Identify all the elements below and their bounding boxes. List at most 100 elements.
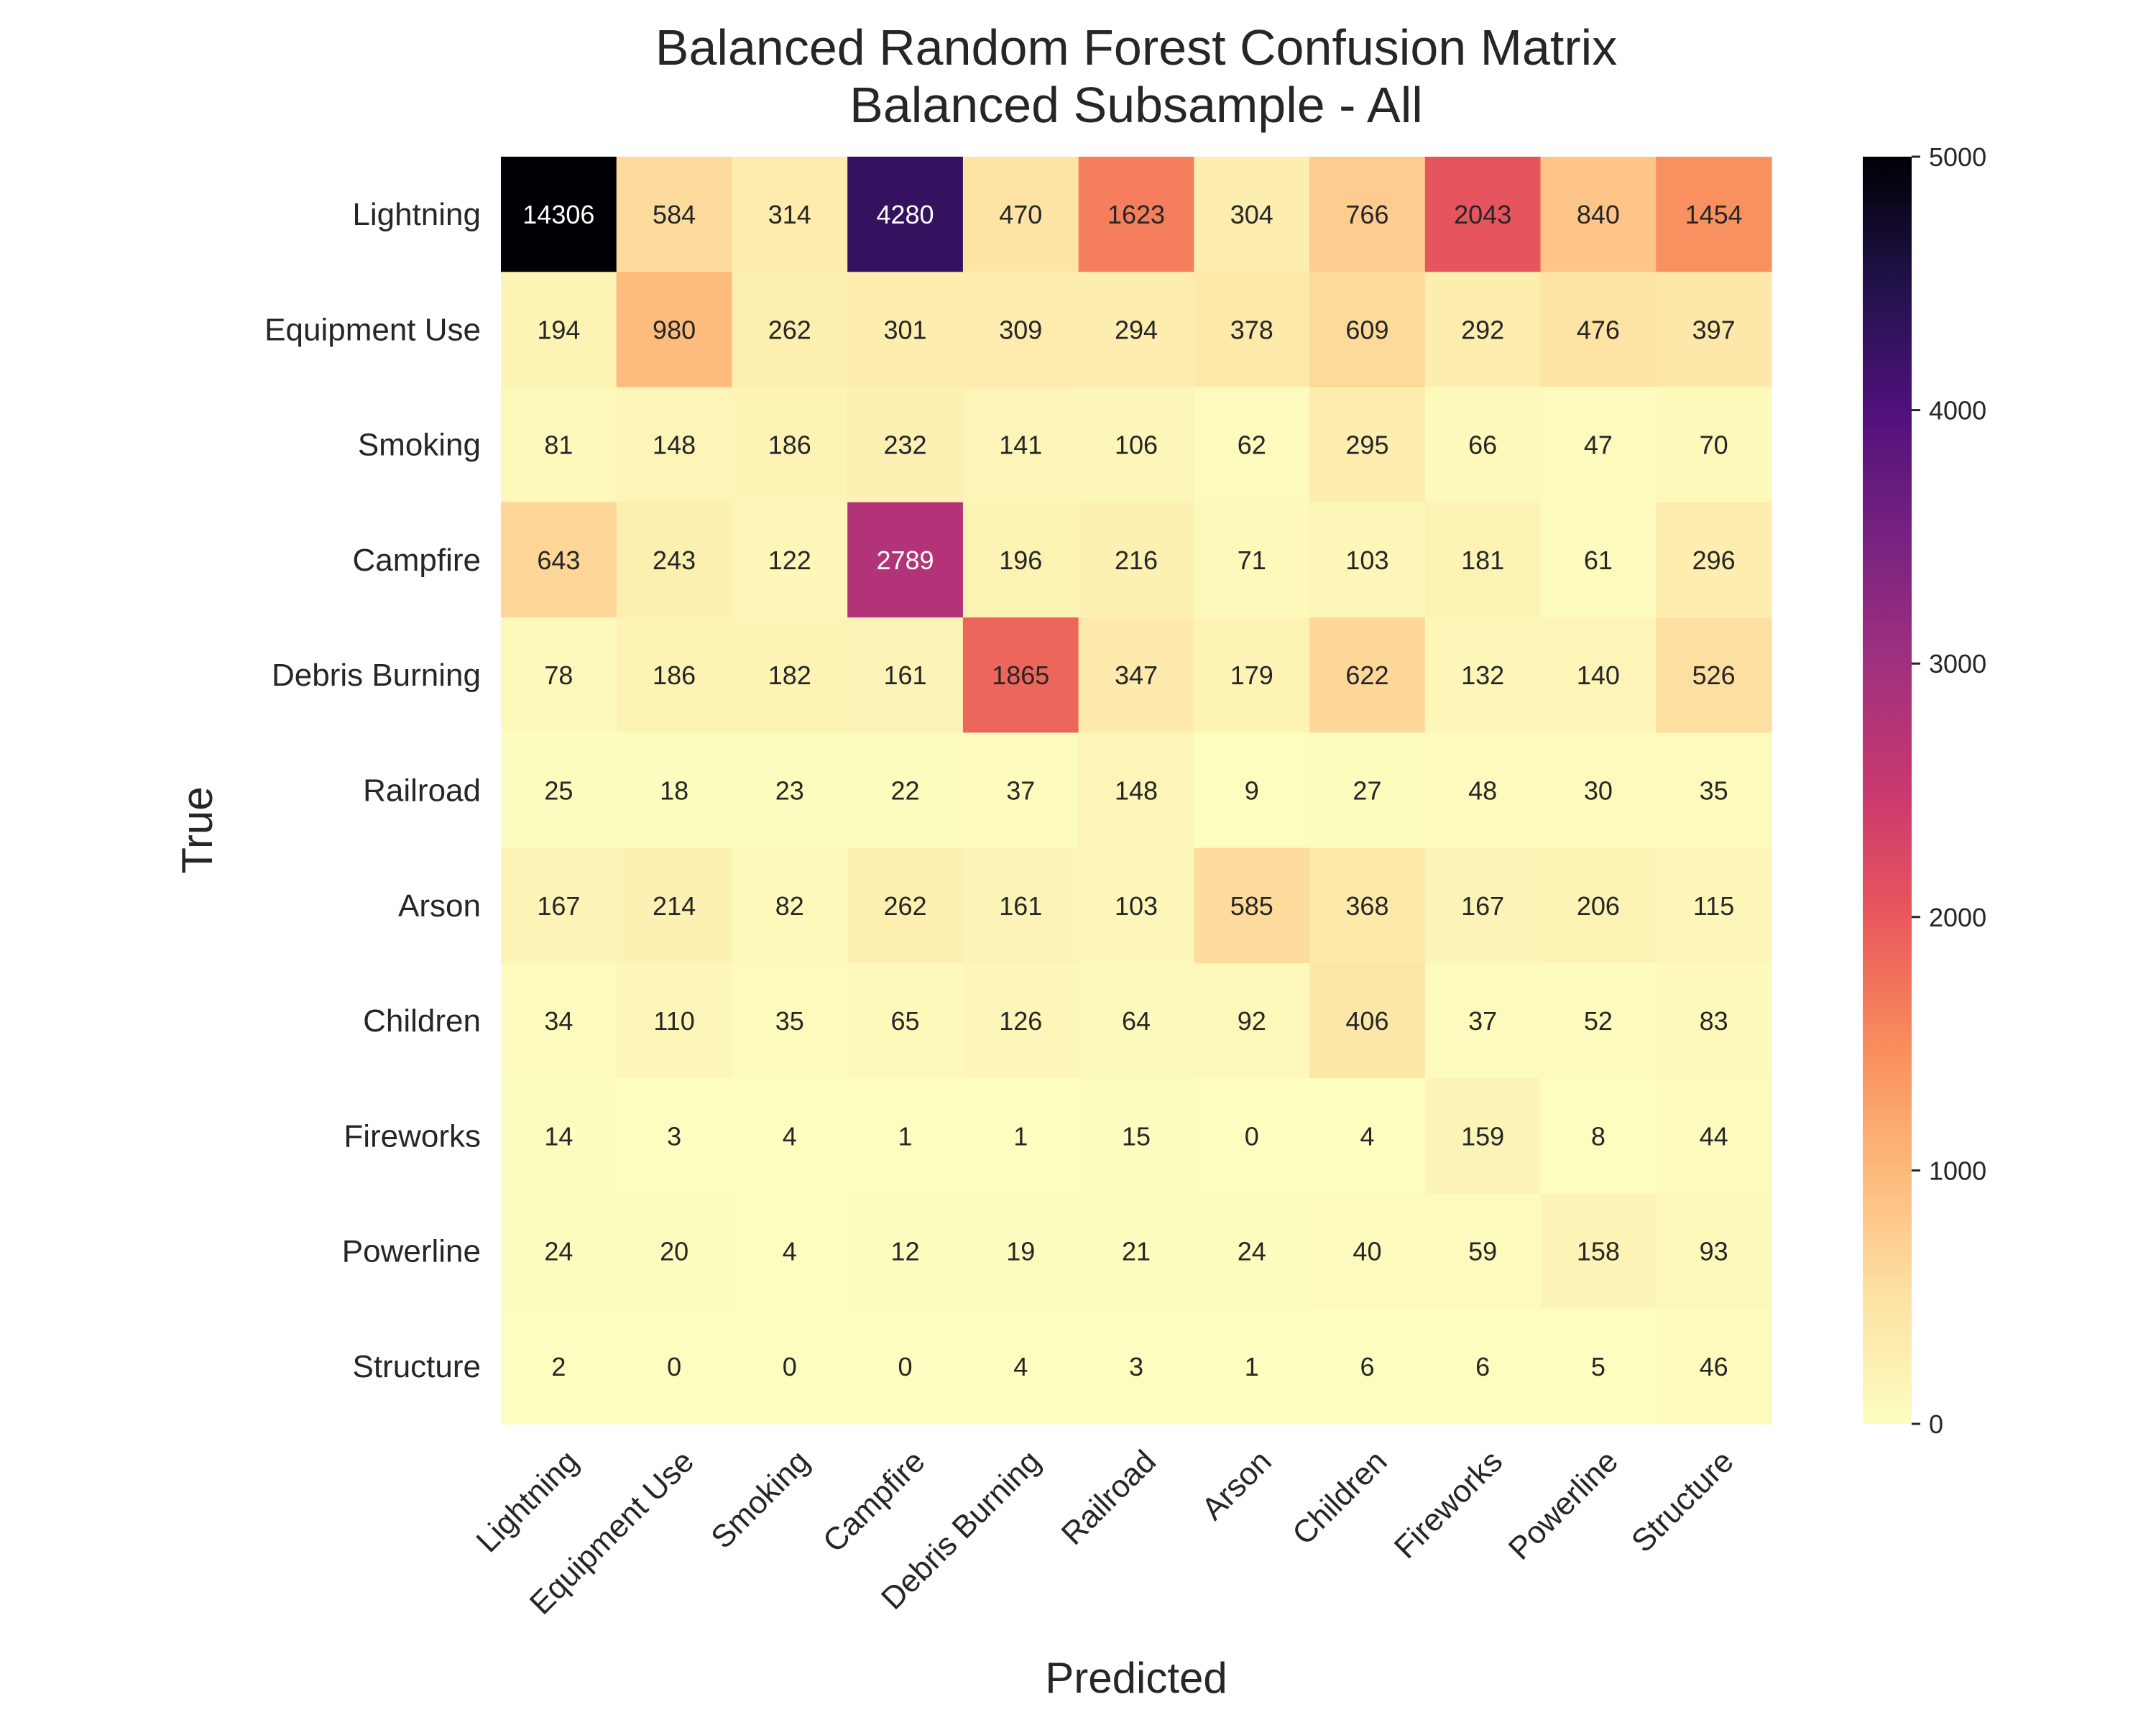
heatmap-cell [1656, 272, 1772, 388]
cell-value-label: 243 [653, 546, 696, 575]
cell-value-label: 643 [537, 546, 580, 575]
cell-value-label: 61 [1584, 546, 1613, 575]
x-axis-label: Predicted [1045, 1654, 1227, 1702]
colorbar-tick-label: 4000 [1929, 396, 1986, 426]
heatmap-cell [1194, 617, 1310, 733]
y-tick-label: Debris Burning [272, 658, 481, 693]
heatmap-cell [501, 157, 617, 272]
heatmap-cell [1424, 847, 1542, 964]
heatmap-cell [1194, 1078, 1310, 1195]
heatmap-cell [1309, 272, 1426, 388]
cell-value-label: 0 [783, 1352, 797, 1381]
heatmap-cell [1424, 962, 1542, 1079]
cell-value-label: 25 [544, 776, 573, 806]
cell-value-label: 122 [768, 546, 811, 575]
y-tick-label: Powerline [342, 1234, 481, 1269]
heatmap-cell [847, 962, 964, 1079]
colorbar-tick-label: 5000 [1929, 142, 1986, 172]
cell-value-label: 368 [1345, 891, 1388, 921]
cell-value-label: 186 [768, 431, 811, 460]
cell-value-label: 4280 [876, 200, 934, 229]
heatmap-cell [1540, 502, 1657, 618]
heatmap-cell [962, 157, 1079, 272]
cell-value-label: 30 [1584, 776, 1613, 806]
cell-value-label: 4 [1360, 1121, 1374, 1151]
heatmap-cell [1424, 1078, 1542, 1195]
heatmap-cell [616, 847, 733, 964]
heatmap-cell [732, 732, 848, 849]
heatmap-cell [1078, 1308, 1194, 1425]
heatmap-cell [616, 617, 733, 733]
heatmap-cell [1656, 157, 1772, 272]
heatmap-cell [1309, 387, 1426, 503]
cell-value-label: 1454 [1685, 200, 1743, 229]
heatmap-cell [962, 387, 1079, 503]
heatmap-cell [1078, 502, 1194, 618]
heatmap-cell [1540, 1078, 1657, 1195]
heatmap-cell [1078, 847, 1194, 964]
cell-value-label: 24 [544, 1237, 573, 1266]
cell-value-label: 64 [1122, 1006, 1151, 1036]
y-axis-label: True [173, 786, 221, 873]
x-tick-label: Campfire [816, 1443, 932, 1559]
cell-value-label: 980 [653, 315, 696, 344]
heatmap-cell [616, 962, 733, 1079]
heatmap-cell [962, 617, 1079, 733]
cell-value-label: 78 [544, 661, 573, 690]
cell-value-label: 148 [1115, 776, 1158, 806]
heatmap-cell [847, 732, 964, 849]
cell-value-label: 126 [999, 1006, 1042, 1036]
chart-title-line-1: Balanced Random Forest Confusion Matrix [655, 19, 1617, 75]
x-tick-label: Children [1286, 1443, 1394, 1552]
cell-value-label: 179 [1230, 661, 1273, 690]
cell-value-label: 65 [891, 1006, 920, 1036]
cell-value-label: 0 [1245, 1121, 1259, 1151]
colorbar-tick-label: 2000 [1929, 903, 1986, 932]
heatmap-cell [1540, 617, 1657, 733]
heatmap-cell [1656, 502, 1772, 618]
heatmap-cell [501, 1308, 617, 1425]
y-tick-labels: Lightning Equipment Use Smoking Campfire Deb… [264, 197, 481, 1384]
cell-value-label: 181 [1461, 546, 1504, 575]
x-tick-label: Smoking [704, 1443, 816, 1555]
heatmap-cell [501, 847, 617, 964]
heatmap-cell [1540, 732, 1657, 849]
colorbar [1863, 157, 1912, 1424]
cell-value-label: 216 [1115, 546, 1158, 575]
heatmap-cell [1309, 1308, 1426, 1425]
cell-value-label: 167 [537, 891, 580, 921]
cell-value-label: 196 [999, 546, 1042, 575]
cell-value-label: 1 [1245, 1352, 1259, 1381]
heatmap-cell [732, 387, 848, 503]
heatmap-cell [1194, 1193, 1310, 1310]
heatmap-cell [1424, 1193, 1542, 1310]
cell-value-label: 106 [1115, 431, 1158, 460]
cell-value-label: 48 [1468, 776, 1497, 806]
heatmap-cell [1078, 732, 1194, 849]
heatmap-cell [616, 387, 733, 503]
heatmap-cell [847, 617, 964, 733]
cell-value-label: 378 [1230, 315, 1273, 344]
x-tick-label: Structure [1625, 1443, 1741, 1559]
heatmap-cell [501, 502, 617, 618]
heatmap-cell [1078, 617, 1194, 733]
heatmap-cell [1424, 617, 1542, 733]
cell-value-label: 186 [653, 661, 696, 690]
cell-value-label: 3 [1129, 1352, 1143, 1381]
cell-value-label: 12 [891, 1237, 920, 1266]
heatmap-cell [847, 502, 964, 618]
cell-value-label: 2789 [876, 546, 934, 575]
heatmap-cell [1078, 387, 1194, 503]
cell-value-label: 18 [660, 776, 688, 806]
heatmap-cell [962, 962, 1079, 1079]
cell-value-label: 24 [1238, 1237, 1266, 1266]
heatmap-cell [1194, 387, 1310, 503]
colorbar-tick-label: 3000 [1929, 649, 1986, 678]
x-tick-label: Lightning [469, 1443, 585, 1559]
heatmap-cell [1194, 1308, 1310, 1425]
cell-value-label: 476 [1577, 315, 1620, 344]
colorbar-tick-label: 1000 [1929, 1156, 1986, 1185]
cell-value-label: 15 [1122, 1121, 1151, 1151]
heatmap-cell [616, 502, 733, 618]
